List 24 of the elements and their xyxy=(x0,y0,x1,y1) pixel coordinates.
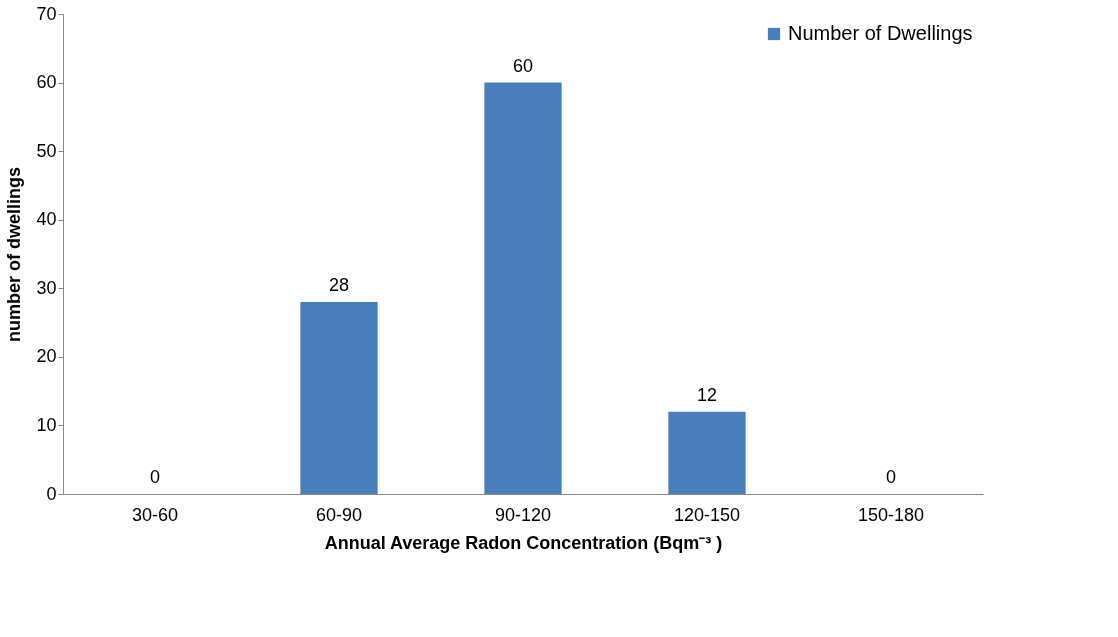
y-tick-label: 70 xyxy=(36,3,57,24)
bar xyxy=(668,411,746,494)
y-tick-label: 20 xyxy=(36,346,57,367)
y-tick-label: 10 xyxy=(36,414,57,435)
data-label: 0 xyxy=(885,467,897,487)
data-label: 28 xyxy=(328,275,350,295)
y-tick-label: 40 xyxy=(36,209,57,230)
y-axis-title: number of dwellings xyxy=(4,166,25,343)
y-tick-label: 30 xyxy=(36,277,57,298)
x-tick-label: 90-120 xyxy=(494,504,552,525)
x-tick-label: 30-60 xyxy=(131,504,179,525)
bar xyxy=(484,82,562,494)
legend-label: Number of Dwellings xyxy=(788,22,973,44)
x-tick-label: 150-180 xyxy=(857,504,925,525)
y-tick-label: 0 xyxy=(46,483,57,504)
y-tick-label: 60 xyxy=(36,72,57,93)
bar xyxy=(300,302,378,494)
x-tick-label: 60-90 xyxy=(315,504,363,525)
x-tick-label: 120-150 xyxy=(673,504,741,525)
data-label: 0 xyxy=(149,467,161,487)
data-label: 60 xyxy=(512,55,534,76)
y-tick-label: 50 xyxy=(36,140,57,161)
data-label: 12 xyxy=(696,384,718,405)
x-axis-title: Annual Average Radon Concentration (Bqm⁻³ ) xyxy=(324,532,723,553)
